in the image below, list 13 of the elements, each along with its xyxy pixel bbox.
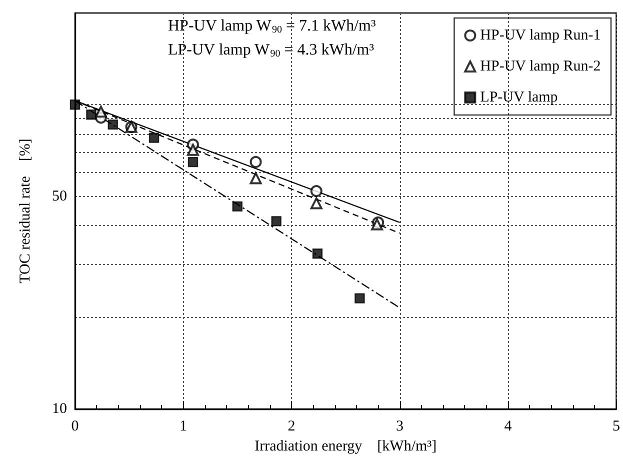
x-tick-label: 1: [180, 418, 187, 434]
legend-label: HP-UV lamp Run-1: [480, 28, 601, 44]
x-tick-label: 5: [612, 418, 620, 434]
y-axis-title: TOC residual rate [%]: [18, 138, 34, 284]
x-tick-label: 0: [71, 418, 79, 434]
legend-label: HP-UV lamp Run-2: [480, 58, 601, 74]
x-tick-label: 2: [288, 418, 296, 434]
legend-label: LP-UV lamp: [480, 90, 558, 106]
y-tick-label: 50: [52, 188, 67, 204]
x-tick-label: 4: [504, 418, 512, 434]
y-tick-label: 10: [52, 401, 67, 417]
x-tick-label: 3: [396, 418, 404, 434]
x-axis-title: Irradiation energy [kWh/m³]: [254, 438, 437, 454]
